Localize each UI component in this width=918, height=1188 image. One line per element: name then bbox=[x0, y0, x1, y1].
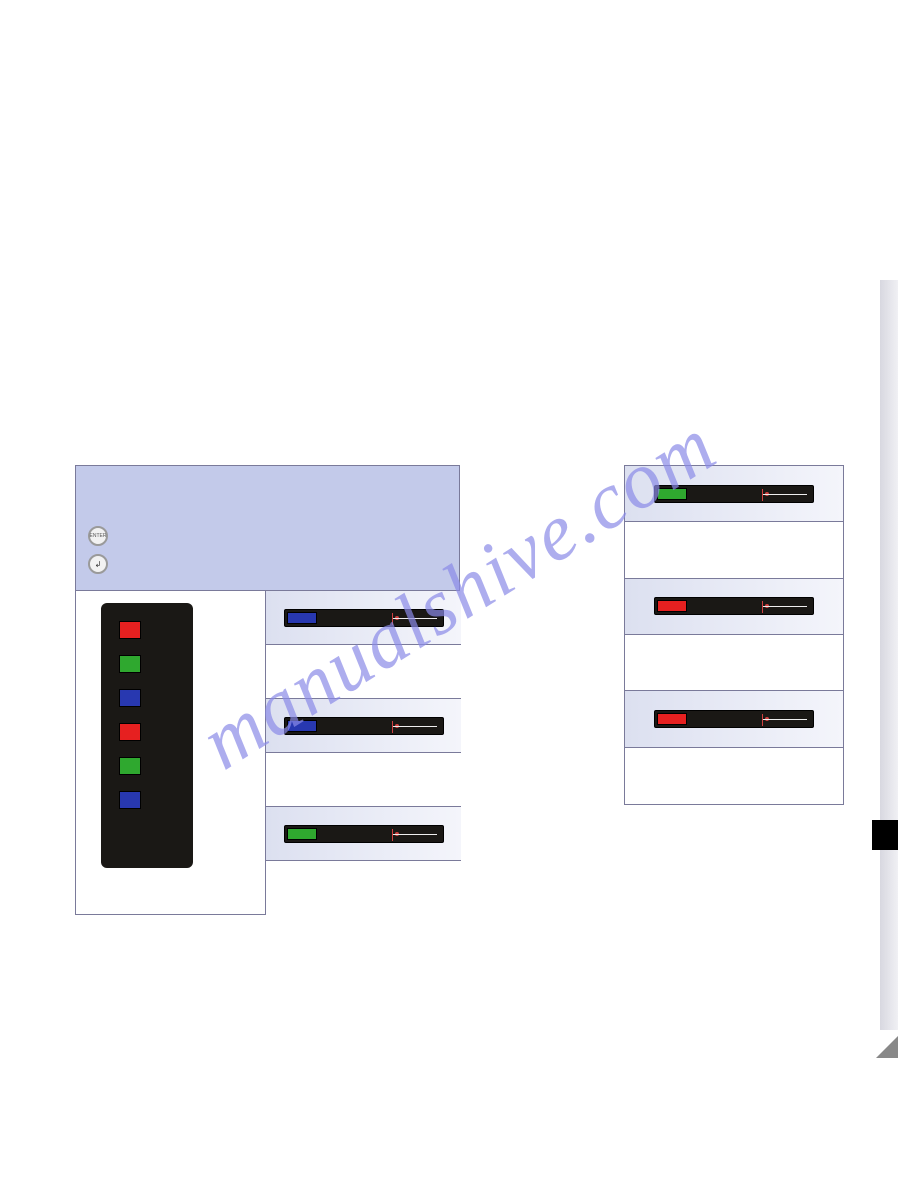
line-icon bbox=[763, 719, 807, 720]
table-row bbox=[625, 466, 843, 522]
indicator-column-container bbox=[76, 591, 266, 915]
indicator-blue-icon bbox=[119, 791, 141, 809]
left-panel-rows bbox=[266, 591, 461, 915]
indicator-green-icon bbox=[119, 655, 141, 673]
line-icon bbox=[393, 726, 437, 727]
status-bar bbox=[284, 609, 444, 627]
line-icon bbox=[763, 606, 807, 607]
table-row bbox=[266, 591, 461, 645]
enter-button-label: ENTER bbox=[90, 533, 107, 539]
table-row bbox=[625, 579, 843, 635]
status-bar bbox=[284, 825, 444, 843]
chip-blue-icon bbox=[287, 720, 317, 732]
table-row bbox=[625, 691, 843, 747]
indicator-column bbox=[101, 603, 193, 868]
left-panel: ENTER ↲ bbox=[75, 465, 460, 915]
line-icon bbox=[393, 834, 437, 835]
table-row bbox=[625, 748, 843, 804]
table-row bbox=[266, 645, 461, 699]
tick-mark-icon bbox=[392, 721, 393, 733]
back-button[interactable]: ↲ bbox=[88, 554, 108, 574]
tick-mark-icon bbox=[392, 613, 393, 625]
indicator-blue-icon bbox=[119, 689, 141, 707]
tick-mark-icon bbox=[762, 489, 763, 501]
table-row bbox=[266, 807, 461, 861]
indicator-green-icon bbox=[119, 757, 141, 775]
status-bar bbox=[654, 710, 814, 728]
chip-red-icon bbox=[657, 600, 687, 612]
table-row bbox=[266, 699, 461, 753]
line-icon bbox=[763, 494, 807, 495]
back-button-label: ↲ bbox=[95, 560, 102, 569]
chip-green-icon bbox=[287, 828, 317, 840]
table-row bbox=[266, 861, 461, 915]
tick-mark-icon bbox=[762, 714, 763, 726]
chip-green-icon bbox=[657, 488, 687, 500]
indicator-red-icon bbox=[119, 621, 141, 639]
tick-mark-icon bbox=[392, 829, 393, 841]
right-edge-black-tab bbox=[872, 820, 898, 850]
status-bar bbox=[654, 485, 814, 503]
line-icon bbox=[393, 618, 437, 619]
right-edge-gradient-bar bbox=[880, 280, 898, 1030]
table-row bbox=[266, 753, 461, 807]
status-bar bbox=[654, 597, 814, 615]
page: manualshive.com ENTER ↲ bbox=[0, 0, 918, 1188]
table-row bbox=[625, 522, 843, 578]
tick-mark-icon bbox=[762, 601, 763, 613]
indicator-red-icon bbox=[119, 723, 141, 741]
chip-red-icon bbox=[657, 713, 687, 725]
status-bar bbox=[284, 717, 444, 735]
right-panel bbox=[624, 465, 844, 805]
chip-blue-icon bbox=[287, 612, 317, 624]
enter-button[interactable]: ENTER bbox=[88, 526, 108, 546]
left-panel-header: ENTER ↲ bbox=[76, 466, 459, 591]
page-corner-fold-icon bbox=[876, 1036, 898, 1058]
table-row bbox=[625, 635, 843, 691]
